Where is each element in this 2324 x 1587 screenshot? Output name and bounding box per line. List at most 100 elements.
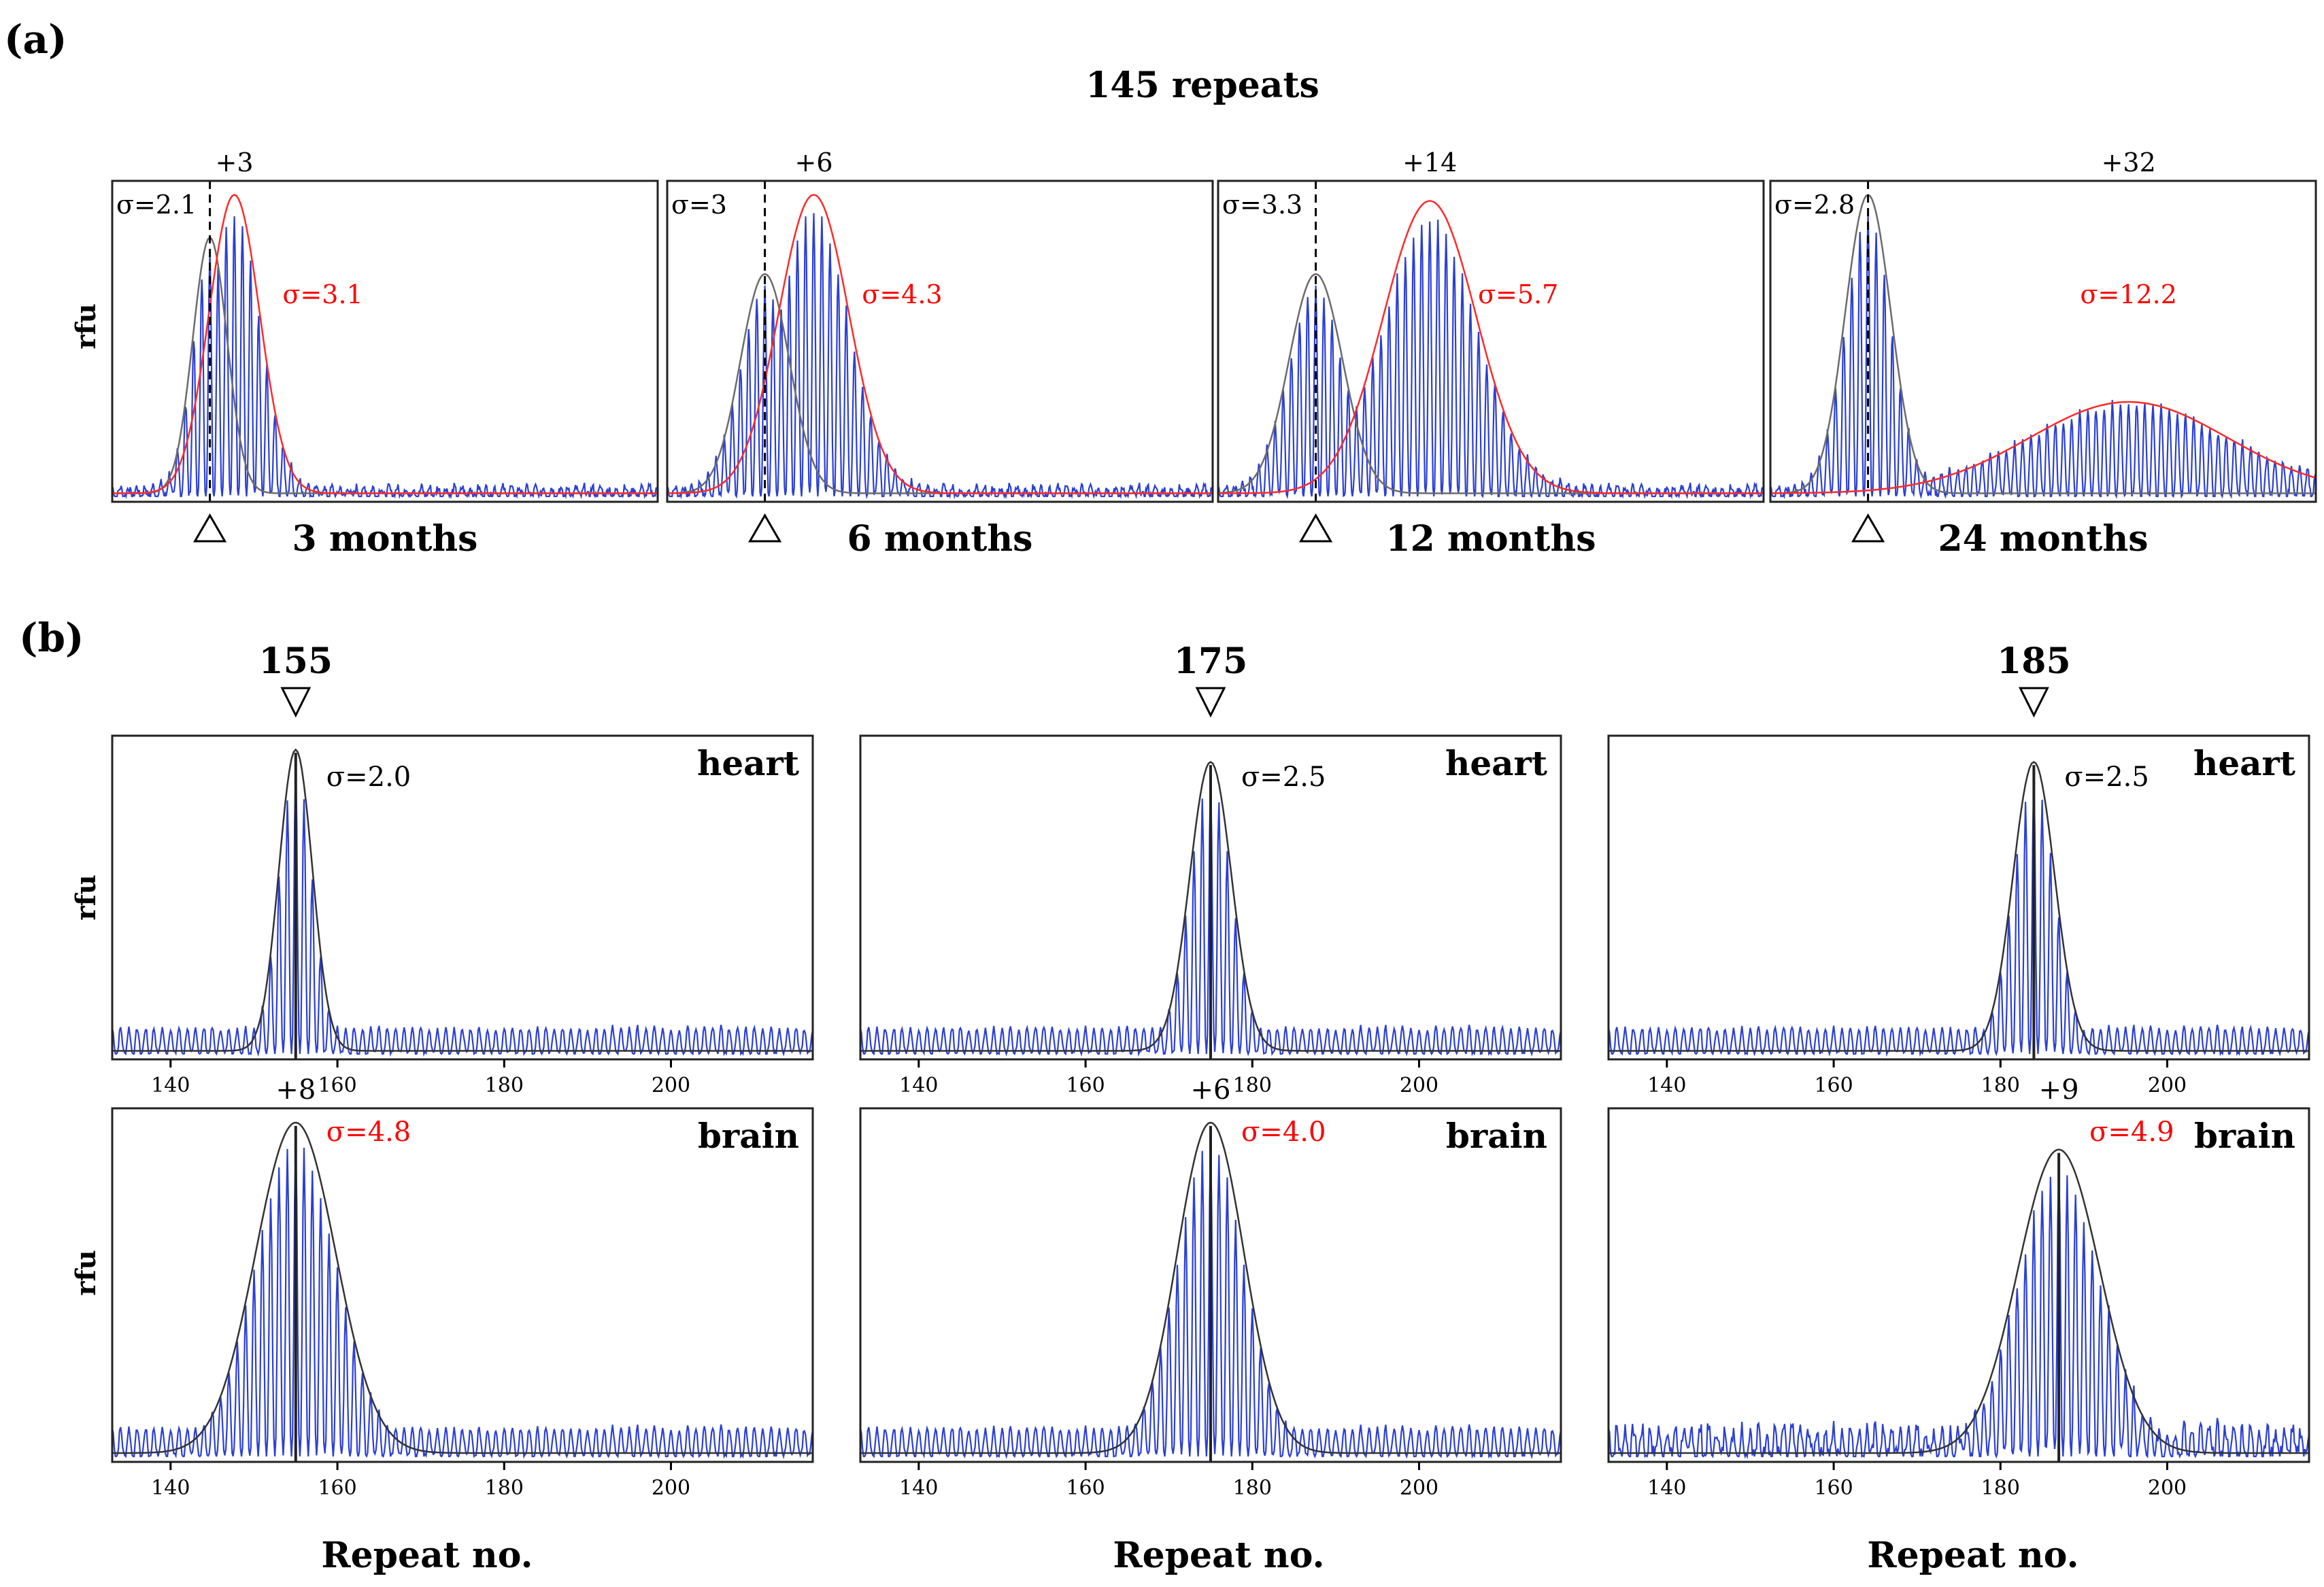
panel-a-title: 145 repeats — [1085, 65, 1319, 106]
fit-curve — [112, 748, 813, 1052]
mode-marker-triangle — [1298, 513, 1333, 543]
x-tick-label: 160 — [1066, 1476, 1105, 1500]
panel-b-chart-heart-2: 140 160 180 200 heart σ=2.5 175 — [859, 641, 1562, 1097]
fit-curve — [860, 1121, 1561, 1454]
x-tick-label: 180 — [485, 1074, 524, 1097]
initial-sigma-label: σ=2.1 — [116, 190, 197, 220]
x-tick-label: 200 — [1400, 1476, 1438, 1500]
tissue-label: brain — [2194, 1116, 2295, 1156]
x-tick-label: 180 — [1233, 1074, 1272, 1097]
panel-a-chart-4: +32 σ=2.8 σ=12.2 24 months — [1769, 148, 2317, 560]
x-tick-label: 180 — [1981, 1476, 2020, 1500]
chart-frame — [111, 1107, 814, 1463]
mode-marker-triangle — [747, 513, 782, 543]
x-tick-label: 200 — [652, 1074, 690, 1097]
chart-frame — [1769, 180, 2317, 503]
sigma-label: σ=2.5 — [1241, 762, 1326, 793]
chart-frame — [859, 734, 1562, 1061]
sigma-label: σ=4.8 — [326, 1116, 411, 1148]
tissue-label: heart — [1445, 743, 1547, 783]
expanded-fit-curve — [667, 194, 1213, 494]
column-marker-triangle — [1195, 687, 1226, 718]
panel-b-heart-ylabel: rfu — [70, 874, 102, 920]
x-tick-label: 180 — [1233, 1476, 1272, 1500]
initial-sigma-label: σ=3.3 — [1222, 190, 1302, 220]
fit-curve — [860, 761, 1561, 1052]
panel-b-chart-brain-1: 140 160 180 200 brain σ=4.8 +8 — [111, 1074, 814, 1500]
shift-label: +3 — [216, 148, 254, 177]
x-tick-label: 140 — [899, 1476, 938, 1500]
panel-a-chart-1: +3 σ=2.1 σ=3.1 3 months — [111, 148, 659, 560]
capillary-trace — [1607, 777, 2310, 1057]
column-marker-triangle — [2018, 687, 2049, 718]
expanded-sigma-label: σ=12.2 — [2081, 279, 2177, 309]
shift-label: +9 — [2039, 1074, 2079, 1106]
sigma-label: σ=2.0 — [326, 762, 411, 793]
x-tick-label: 160 — [1814, 1074, 1853, 1097]
x-tick-label: 140 — [151, 1476, 190, 1500]
chart-frame — [111, 180, 659, 503]
x-tick-label: 200 — [2148, 1074, 2187, 1097]
expanded-fit-curve — [1218, 200, 1764, 494]
expanded-sigma-label: σ=4.3 — [862, 279, 942, 309]
capillary-trace — [1607, 1174, 2310, 1460]
panel-a-chart-2: +6 σ=3 σ=4.3 6 months — [666, 148, 1214, 560]
panel-a-ylabel: rfu — [70, 303, 102, 349]
shift-label: +14 — [1402, 148, 1457, 177]
panel-b-chart-heart-3: 140 160 180 200 heart σ=2.5 185 — [1607, 641, 2310, 1097]
x-tick-label: 140 — [899, 1074, 938, 1097]
column-marker-triangle — [280, 687, 311, 718]
chart-frame — [666, 180, 1214, 503]
expanded-sigma-label: σ=3.1 — [282, 279, 363, 309]
timepoint-label: 3 months — [292, 518, 478, 560]
panel-b-chart-brain-3: 140 160 180 200 brain σ=4.9 +9 — [1607, 1074, 2310, 1500]
chart-frame — [859, 1107, 1562, 1463]
xlabel-col-2: Repeat no. — [1113, 1535, 1324, 1576]
x-tick-label: 200 — [2148, 1476, 2187, 1500]
column-repeat-label: 185 — [1997, 641, 2071, 682]
panel-a-label: (a) — [4, 16, 67, 63]
x-tick-label: 140 — [1647, 1074, 1686, 1097]
x-tick-label: 180 — [1981, 1074, 2020, 1097]
initial-sigma-label: σ=2.8 — [1774, 190, 1855, 220]
shift-label: +6 — [1191, 1074, 1231, 1106]
capillary-trace — [111, 767, 814, 1057]
expanded-fit-curve — [1770, 400, 2317, 494]
initial-sigma-label: σ=3 — [671, 190, 727, 220]
sigma-label: σ=4.0 — [1241, 1116, 1326, 1148]
x-tick-label: 160 — [1814, 1476, 1853, 1500]
shift-label: +32 — [2102, 148, 2156, 177]
mode-marker-triangle — [1851, 513, 1885, 543]
mode-marker-triangle — [192, 513, 227, 543]
expanded-sigma-label: σ=5.7 — [1478, 279, 1558, 309]
panel-b-chart-brain-2: 140 160 180 200 brain σ=4.0 +6 — [859, 1074, 1562, 1500]
tissue-label: brain — [698, 1116, 799, 1156]
xlabel-col-3: Repeat no. — [1867, 1535, 2078, 1576]
timepoint-label: 6 months — [847, 518, 1033, 560]
expanded-fit-curve — [112, 194, 658, 494]
tissue-label: heart — [697, 743, 799, 783]
shift-label: +6 — [794, 148, 832, 177]
panel-a-chart-3: +14 σ=3.3 σ=5.7 12 months — [1217, 148, 1765, 560]
chart-frame — [1607, 734, 2310, 1061]
sigma-label: σ=2.5 — [2064, 762, 2149, 793]
x-tick-label: 160 — [318, 1476, 356, 1500]
column-repeat-label: 155 — [259, 641, 333, 682]
initial-fit-curve — [1770, 194, 2316, 494]
shift-label: +8 — [275, 1074, 316, 1106]
fit-curve — [1609, 1148, 2309, 1454]
panels: +3 σ=2.1 σ=3.1 3 months +6 σ=3 σ=4.3 6 months +1… — [111, 148, 2317, 1500]
x-tick-label: 140 — [1647, 1476, 1686, 1500]
fit-curve — [112, 1121, 813, 1454]
panel-b-brain-ylabel: rfu — [70, 1250, 102, 1295]
xlabel-col-1: Repeat no. — [321, 1535, 533, 1576]
fit-curve — [1609, 761, 2309, 1052]
x-tick-label: 160 — [1066, 1074, 1105, 1097]
x-tick-label: 140 — [151, 1074, 190, 1097]
timepoint-label: 24 months — [1938, 518, 2148, 560]
timepoint-label: 12 months — [1385, 518, 1596, 560]
tissue-label: heart — [2193, 743, 2295, 783]
chart-frame — [1607, 1107, 2310, 1463]
